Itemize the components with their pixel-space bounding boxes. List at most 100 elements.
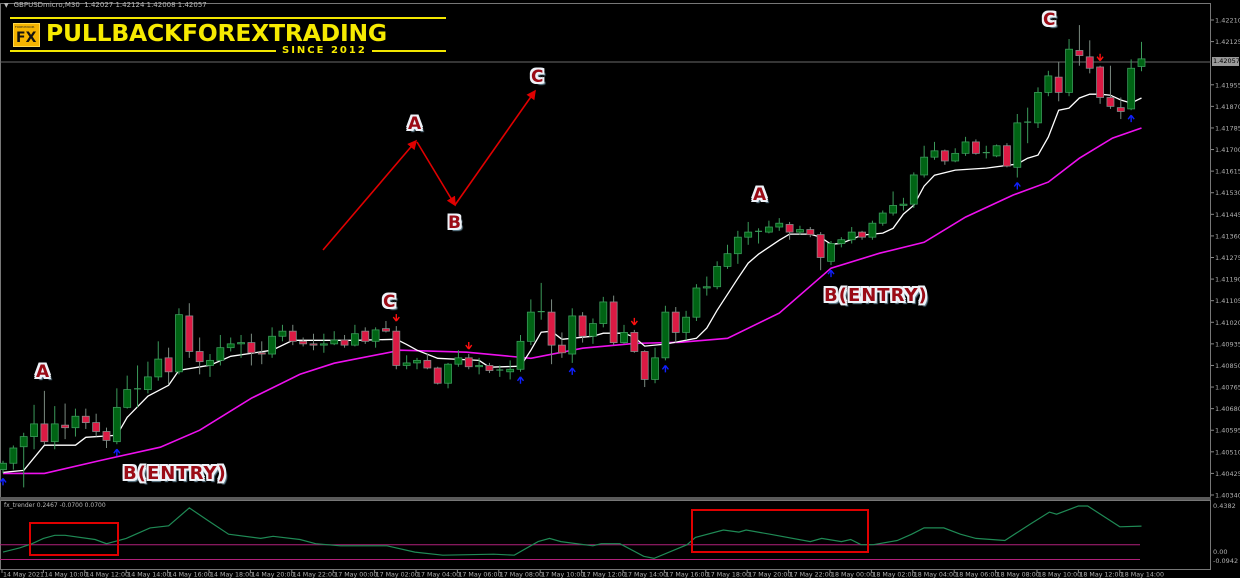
- indicator-axis-label: 0.4382: [1213, 502, 1236, 510]
- bull-candle: [733, 230, 742, 264]
- candle-body: [361, 330, 370, 342]
- time-tick-label: 14 May 16:00: [169, 572, 212, 578]
- bull-candle: [506, 360, 515, 380]
- time-tick-label: 18 May 04:00: [914, 572, 957, 578]
- candle-body: [40, 423, 49, 443]
- time-tick-label: 17 May 12:00: [583, 572, 626, 578]
- candle-body: [661, 311, 670, 359]
- candle-body: [1013, 122, 1022, 168]
- signals-layer: [0, 53, 1135, 486]
- bull-candle: [143, 361, 152, 394]
- price-tick-label: 1.40510: [1215, 448, 1240, 456]
- candle-body: [92, 422, 101, 432]
- bear-candle: [940, 149, 949, 165]
- bear-candle: [361, 327, 370, 344]
- time-tick-label: 17 May 22:00: [790, 572, 833, 578]
- candle-body: [402, 362, 411, 366]
- bear-candle: [392, 326, 401, 370]
- bear-candle: [1106, 65, 1115, 109]
- bull-candle: [661, 305, 670, 361]
- candle-body: [920, 156, 929, 176]
- collapse-triangle-icon[interactable]: ▼: [4, 2, 9, 9]
- time-tick-label: 18 May 02:00: [872, 572, 915, 578]
- candle-body: [506, 368, 515, 373]
- time-tick-label: 14 May 20:00: [251, 572, 294, 578]
- bull-candle: [568, 308, 577, 363]
- fast-ma-layer: [2, 93, 1142, 474]
- bull-candle: [1044, 70, 1053, 97]
- price-tick-label: 1.40680: [1215, 405, 1240, 413]
- price-axis[interactable]: 1.42210 1.42125 1.41955 1.41870 1.41785 1.417…: [1211, 17, 1240, 566]
- time-tick-label: 17 May 10:00: [541, 572, 584, 578]
- candle-body: [516, 340, 525, 370]
- price-tick-label: 1.40340: [1215, 492, 1240, 500]
- bear-candle: [609, 295, 618, 346]
- pane-separator[interactable]: [0, 497, 1211, 500]
- bear-candle: [195, 337, 204, 375]
- time-tick-label: 14 May 14:00: [127, 572, 170, 578]
- bull-candle: [775, 218, 784, 231]
- candle-body: [444, 363, 452, 384]
- bear-candle: [858, 230, 866, 240]
- bull-candle: [268, 327, 277, 358]
- candle-body: [454, 357, 463, 365]
- price-tick-label: 1.41615: [1215, 168, 1240, 176]
- bear-candle: [464, 354, 473, 370]
- candle-body: [589, 323, 597, 337]
- candle-body: [309, 343, 318, 346]
- candle-body: [319, 343, 328, 346]
- bull-candle: [589, 318, 597, 344]
- logo-rule-bottom-left: [10, 50, 276, 52]
- candle-body: [713, 265, 722, 288]
- candle-body: [71, 415, 80, 429]
- candle-body: [350, 333, 359, 346]
- logo-rule-top: [10, 17, 446, 19]
- bear-candle: [185, 303, 194, 358]
- indicator-axis-label: 0.00: [1213, 548, 1227, 556]
- diagram-arrow-to-b: [416, 141, 456, 207]
- candle-body: [330, 339, 339, 345]
- bear-candle: [423, 354, 432, 370]
- time-tick-label: 17 May 08:00: [500, 572, 543, 578]
- candle-body: [226, 343, 235, 349]
- pullbackforextrading-logo: FOREXMOOR FX PULLBACKFOREXTRADING SINCE …: [10, 17, 446, 57]
- candle-body: [340, 339, 349, 346]
- time-tick-label: 18 May 06:00: [955, 572, 998, 578]
- candle-body: [112, 406, 121, 443]
- bear-candle: [1085, 40, 1094, 74]
- time-tick-label: 18 May 14:00: [1121, 572, 1164, 578]
- candle-body: [806, 229, 815, 236]
- bull-candle: [889, 191, 897, 216]
- candle-body: [692, 287, 701, 318]
- bull-candle: [692, 284, 701, 322]
- candle-body: [837, 239, 846, 244]
- bull-candle: [1137, 41, 1146, 72]
- time-tick-label: 17 May 14:00: [624, 572, 667, 578]
- label-diagram-c: C: [531, 67, 545, 87]
- candle-body: [744, 231, 753, 238]
- candle-body: [1116, 107, 1125, 112]
- bull-candle: [402, 355, 411, 370]
- bull-candle: [723, 244, 732, 269]
- price-tick-label: 1.40935: [1215, 340, 1240, 348]
- candle-body: [485, 365, 494, 371]
- price-tick-label: 1.41190: [1215, 276, 1240, 284]
- bull-candle: [796, 225, 804, 235]
- bull-candle: [930, 141, 939, 160]
- candle-body: [568, 315, 577, 355]
- bull-candle: [868, 220, 877, 240]
- price-tick-label: 1.41020: [1215, 319, 1240, 327]
- bear-candle: [102, 427, 111, 449]
- chart-header: ▼ GBPUSDmicro,M30 1.42027 1.42124 1.42008…: [4, 1, 207, 9]
- price-tick-label: 1.41275: [1215, 254, 1240, 262]
- indicator-axis-label: -0.0942: [1213, 557, 1238, 565]
- candle-body: [868, 222, 877, 238]
- candle-body: [30, 423, 38, 437]
- candle-body: [827, 243, 835, 262]
- bull-candle: [371, 327, 380, 348]
- candle-body: [578, 315, 587, 337]
- candle-body: [1054, 76, 1063, 93]
- bull-candle: [123, 375, 132, 409]
- indicator-pane-border: [0, 500, 1211, 570]
